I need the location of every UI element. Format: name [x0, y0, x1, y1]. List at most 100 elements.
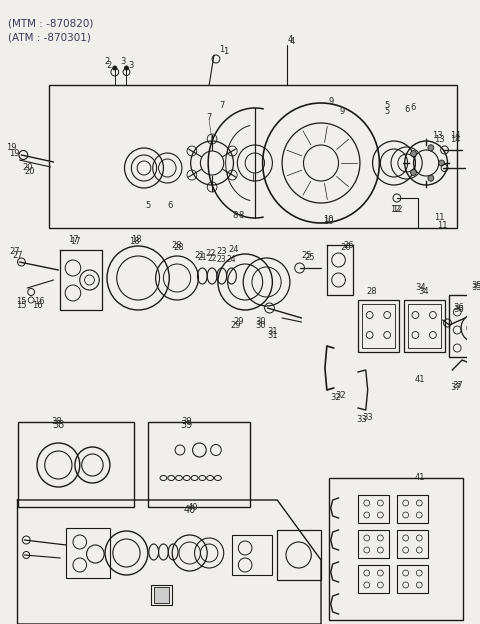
- Bar: [48, 85, 457, 228]
- Text: 12: 12: [390, 205, 400, 215]
- Text: 3: 3: [129, 61, 134, 69]
- Bar: [148, 422, 250, 507]
- Text: 6: 6: [411, 104, 416, 112]
- Bar: [358, 300, 399, 352]
- Circle shape: [410, 150, 417, 157]
- Text: 1: 1: [219, 46, 225, 54]
- Text: 9: 9: [328, 97, 334, 107]
- Text: 16: 16: [32, 301, 42, 310]
- Bar: [404, 300, 444, 352]
- Bar: [358, 495, 389, 523]
- Text: 27: 27: [12, 250, 23, 260]
- Text: 35: 35: [471, 281, 480, 290]
- Text: 4: 4: [289, 37, 294, 47]
- Text: 5: 5: [384, 102, 390, 110]
- Text: 15: 15: [16, 301, 27, 310]
- Text: 22: 22: [207, 254, 217, 263]
- Text: 7: 7: [219, 102, 225, 110]
- Circle shape: [428, 175, 434, 181]
- Text: 4: 4: [287, 36, 292, 44]
- Text: 34: 34: [418, 288, 429, 296]
- Text: 29: 29: [230, 321, 240, 329]
- Text: 35: 35: [471, 283, 480, 293]
- Text: 10: 10: [324, 215, 334, 225]
- Text: 39: 39: [181, 417, 192, 426]
- Text: 15: 15: [16, 298, 27, 306]
- Text: 23: 23: [217, 255, 227, 263]
- Text: 8: 8: [239, 210, 244, 220]
- Text: 30: 30: [255, 318, 266, 326]
- Text: 29: 29: [233, 318, 243, 326]
- Text: 24: 24: [227, 255, 236, 264]
- Circle shape: [113, 66, 117, 70]
- Text: 3: 3: [120, 57, 125, 67]
- Text: 13: 13: [434, 135, 445, 145]
- Text: 21: 21: [194, 250, 204, 260]
- Text: 19: 19: [6, 144, 17, 152]
- Text: 34: 34: [415, 283, 426, 293]
- Text: 2: 2: [104, 57, 109, 67]
- Bar: [66, 528, 110, 578]
- Bar: [397, 495, 428, 523]
- Circle shape: [428, 145, 434, 151]
- Bar: [277, 530, 321, 580]
- Text: 20: 20: [22, 163, 33, 172]
- Text: 36: 36: [454, 306, 465, 314]
- Text: 8: 8: [233, 210, 238, 220]
- Text: 6: 6: [168, 200, 173, 210]
- Text: 33: 33: [362, 414, 373, 422]
- Text: (ATM : -870301): (ATM : -870301): [8, 32, 91, 42]
- Text: 9: 9: [340, 107, 345, 117]
- Bar: [362, 304, 395, 348]
- Circle shape: [410, 169, 417, 175]
- Text: 37: 37: [450, 384, 461, 392]
- Bar: [154, 587, 169, 603]
- Text: 22: 22: [206, 248, 216, 258]
- Text: 14: 14: [450, 135, 460, 145]
- Text: 17: 17: [68, 235, 78, 245]
- Text: 25: 25: [301, 250, 312, 260]
- Text: 11: 11: [437, 220, 448, 230]
- Text: 25: 25: [304, 253, 314, 263]
- Bar: [151, 585, 172, 605]
- Bar: [329, 478, 463, 620]
- Bar: [408, 304, 441, 348]
- Text: 12: 12: [392, 205, 402, 215]
- Text: 41: 41: [415, 474, 425, 482]
- Text: 16: 16: [34, 298, 44, 306]
- Bar: [358, 565, 389, 593]
- Text: 39: 39: [180, 420, 193, 430]
- Text: 2: 2: [107, 61, 111, 69]
- Text: 37: 37: [452, 381, 463, 389]
- Bar: [449, 295, 480, 357]
- Text: 5: 5: [145, 200, 151, 210]
- Text: 33: 33: [357, 416, 367, 424]
- Text: (MTM : -870820): (MTM : -870820): [8, 18, 93, 28]
- Text: 23: 23: [216, 246, 227, 255]
- Text: 41: 41: [415, 376, 425, 384]
- Text: 20: 20: [24, 167, 35, 177]
- Text: 18: 18: [129, 238, 140, 246]
- Text: 11: 11: [434, 213, 445, 223]
- Text: 31: 31: [267, 331, 278, 339]
- Text: 24: 24: [228, 245, 239, 253]
- Text: 1: 1: [223, 47, 228, 57]
- Text: 26: 26: [343, 240, 354, 250]
- Text: 28: 28: [366, 288, 377, 296]
- Bar: [231, 535, 272, 575]
- Text: 7: 7: [206, 114, 212, 122]
- Circle shape: [124, 66, 129, 70]
- Text: 38: 38: [51, 417, 62, 426]
- Text: 30: 30: [255, 321, 266, 329]
- Text: 31: 31: [267, 328, 278, 336]
- Text: 27: 27: [9, 248, 20, 256]
- Text: 32: 32: [335, 391, 346, 399]
- Text: 36: 36: [454, 303, 465, 313]
- Text: 14: 14: [450, 130, 460, 140]
- Text: 40: 40: [187, 502, 198, 512]
- Text: 13: 13: [432, 130, 443, 140]
- Text: 38: 38: [52, 420, 64, 430]
- Text: 26: 26: [340, 243, 351, 253]
- Text: 18: 18: [131, 235, 142, 245]
- Text: 40: 40: [183, 505, 196, 515]
